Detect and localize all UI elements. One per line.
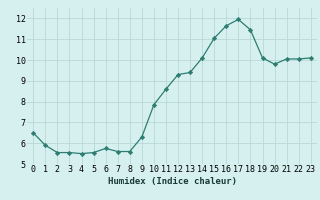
X-axis label: Humidex (Indice chaleur): Humidex (Indice chaleur) [108, 177, 236, 186]
